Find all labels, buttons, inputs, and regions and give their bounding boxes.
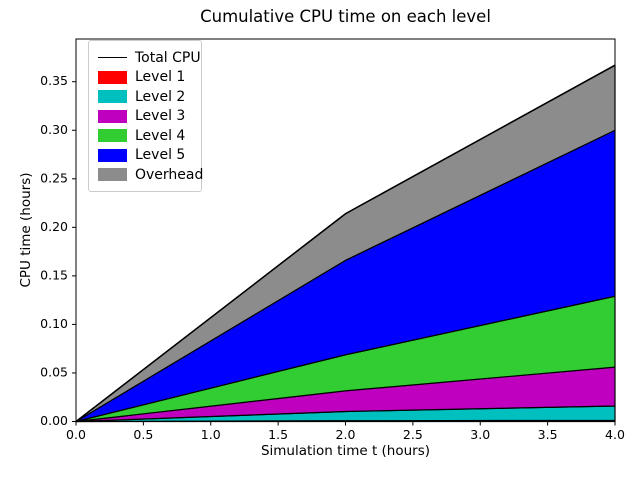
legend-label: Level 1 xyxy=(135,69,186,85)
legend-color-swatch xyxy=(98,70,127,84)
legend-item-level-3: Level 3 xyxy=(98,109,197,123)
x-tick-label: 1.5 xyxy=(268,427,288,442)
legend-label: Level 2 xyxy=(135,88,186,105)
y-tick-label: 0.05 xyxy=(40,364,68,379)
legend-line-swatch xyxy=(98,57,127,58)
x-tick-label: 0.0 xyxy=(66,427,86,442)
legend-color-swatch xyxy=(98,109,127,123)
y-tick-label: 0.25 xyxy=(40,170,68,185)
legend-color-swatch xyxy=(98,90,127,103)
y-tick-label: 0.10 xyxy=(40,316,68,331)
legend-item-level-1: Level 1 xyxy=(98,70,197,84)
legend-item-overhead: Overhead xyxy=(98,168,203,182)
legend-label: Level 4 xyxy=(135,127,186,144)
x-tick-label: 2.5 xyxy=(403,427,423,442)
total-cpu-line xyxy=(75,64,616,423)
legend-label: Level 3 xyxy=(135,108,186,124)
y-tick-label: 0.20 xyxy=(40,219,68,234)
y-tick-label: 0.15 xyxy=(40,267,68,282)
legend-item-level-2: Level 2 xyxy=(98,90,197,104)
x-tick-label: 2.0 xyxy=(336,427,356,442)
legend-color-swatch xyxy=(98,168,127,181)
x-tick-label: 0.5 xyxy=(133,427,153,442)
x-tick-label: 3.5 xyxy=(538,427,558,442)
y-axis-label: CPU time (hours) xyxy=(18,172,34,288)
x-axis-label: Simulation time t (hours) xyxy=(260,443,431,459)
x-tick-label: 3.0 xyxy=(470,427,490,442)
chart-title: Cumulative CPU time on each level xyxy=(200,7,491,26)
legend-color-swatch xyxy=(98,129,127,142)
legend: Total CPU Level 1 Level 2 Level 3 Level 4 Lev… xyxy=(88,40,203,192)
y-tick-label: 0.35 xyxy=(40,73,68,88)
y-tick-label: 0.00 xyxy=(40,413,68,428)
legend-label: Overhead xyxy=(135,166,204,183)
legend-item-level-5: Level 5 xyxy=(98,148,197,162)
x-tick-label: 1.0 xyxy=(201,427,221,442)
y-tick-label: 0.30 xyxy=(40,122,68,137)
x-tick-label: 4.0 xyxy=(605,427,625,442)
legend-label: Total CPU xyxy=(135,49,201,66)
legend-label: Level 5 xyxy=(135,147,186,163)
legend-item-level-4: Level 4 xyxy=(98,129,197,143)
legend-item-total-cpu: Total CPU xyxy=(98,51,201,65)
legend-color-swatch xyxy=(98,148,127,162)
